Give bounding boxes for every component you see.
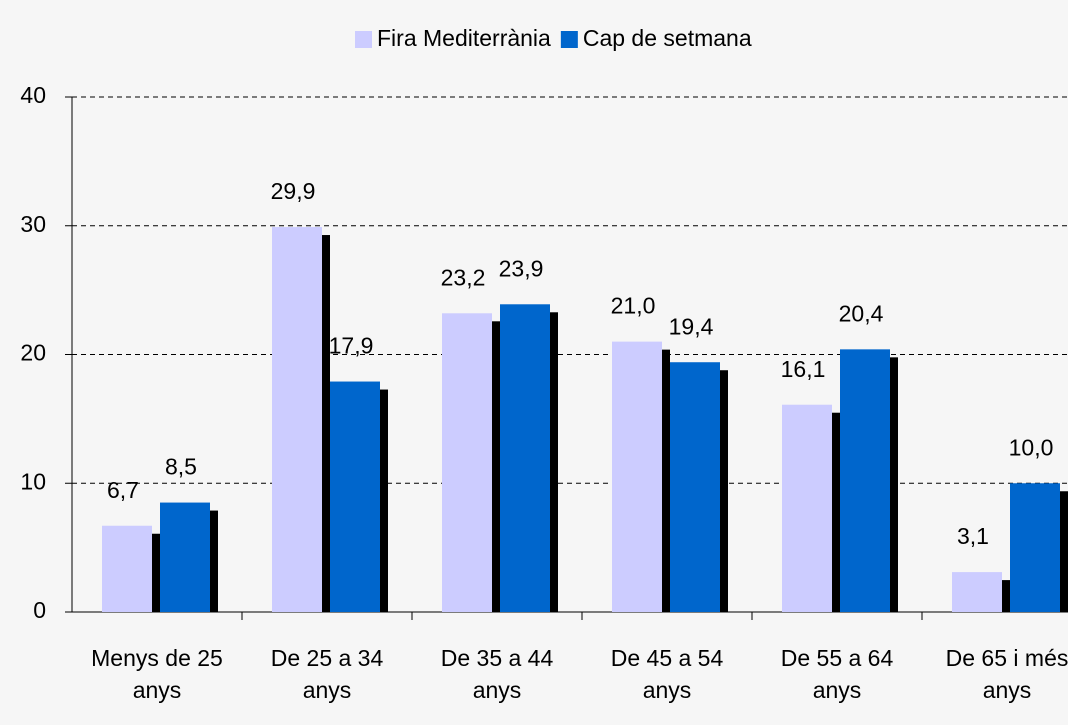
bar bbox=[330, 381, 380, 612]
legend-swatch bbox=[355, 31, 372, 48]
value-label: 10,0 bbox=[1009, 434, 1054, 460]
value-label: 20,4 bbox=[839, 300, 884, 326]
bar bbox=[160, 502, 210, 612]
bar bbox=[952, 572, 1002, 612]
y-tick-label: 20 bbox=[20, 340, 46, 366]
value-label: 3,1 bbox=[957, 523, 989, 549]
value-label: 29,9 bbox=[271, 178, 316, 204]
y-tick-label: 10 bbox=[20, 468, 46, 494]
x-tick-label: Menys de 25 anys bbox=[91, 645, 223, 703]
bar bbox=[782, 404, 832, 612]
value-label: 17,9 bbox=[329, 333, 374, 359]
value-label: 19,4 bbox=[669, 313, 714, 339]
x-tick-label: De 35 a 44 anys bbox=[440, 645, 554, 703]
value-label: 16,1 bbox=[781, 356, 826, 382]
bar bbox=[500, 304, 550, 612]
bar bbox=[1010, 483, 1060, 612]
legend-swatch bbox=[560, 31, 578, 48]
bar bbox=[442, 313, 492, 612]
legend-label: Fira Mediterrània bbox=[377, 25, 551, 51]
x-tick-label: De 65 i més anys bbox=[945, 645, 1068, 703]
legend-label: Cap de setmana bbox=[583, 25, 752, 51]
x-tick-label: De 55 a 64 anys bbox=[780, 645, 894, 703]
value-label: 8,5 bbox=[165, 454, 197, 480]
y-tick-label: 40 bbox=[20, 82, 46, 108]
bar bbox=[840, 349, 890, 612]
value-label: 23,9 bbox=[499, 255, 544, 281]
value-label: 6,7 bbox=[107, 477, 139, 503]
y-tick-label: 30 bbox=[20, 211, 46, 237]
x-tick-label: De 25 a 34 anys bbox=[270, 645, 384, 703]
value-label: 23,2 bbox=[441, 264, 486, 290]
bar bbox=[272, 227, 322, 612]
bar bbox=[612, 341, 662, 612]
x-tick-label: De 45 a 54 anys bbox=[610, 645, 724, 703]
y-tick-label: 0 bbox=[33, 597, 46, 623]
value-label: 21,0 bbox=[611, 293, 656, 319]
bar bbox=[102, 525, 152, 612]
bar bbox=[670, 362, 720, 612]
